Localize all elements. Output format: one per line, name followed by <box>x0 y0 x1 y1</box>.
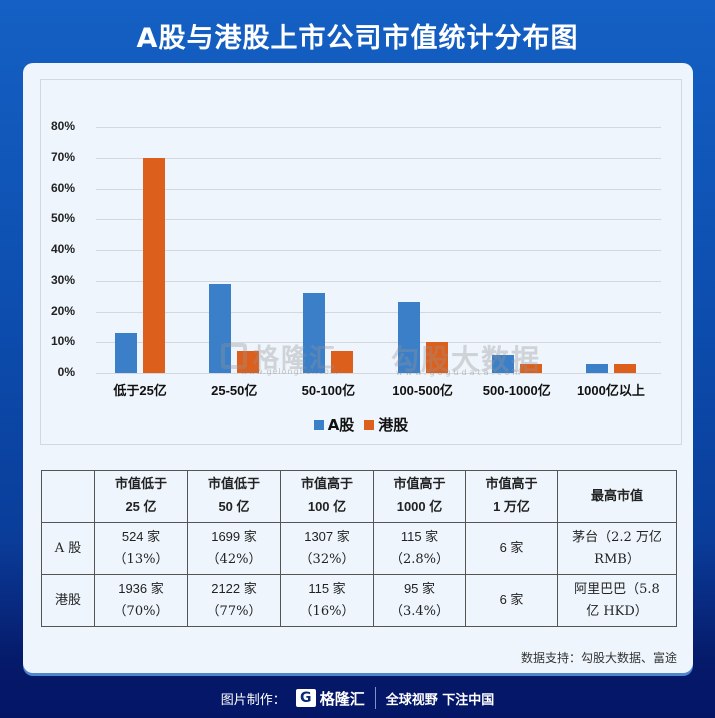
gelonghui-logo-icon: G <box>295 689 316 707</box>
footer-slogan: 全球视野 下注中国 <box>385 692 495 708</box>
bar-a-share <box>303 293 326 373</box>
x-axis-category-label: 500-1000亿 <box>482 383 551 398</box>
gelonghui-watermark-logo <box>221 343 247 369</box>
row-label-a-share: A 股 <box>41 522 95 575</box>
bar-a-share <box>209 283 232 373</box>
y-axis-tick-label: 10% <box>50 334 75 349</box>
table-cell: 524 家（13%） <box>94 522 188 575</box>
bar-a-share <box>397 302 420 373</box>
footer-label: 图片制作： <box>220 692 286 708</box>
gridline <box>96 157 661 159</box>
table-cell: 1307 家（32%） <box>280 522 374 575</box>
y-axis-tick-label: 20% <box>50 303 75 318</box>
footer-brand: 格隆汇 <box>319 689 365 708</box>
bar-hk-share <box>425 342 448 373</box>
gridline <box>96 188 661 190</box>
gridline <box>96 280 661 282</box>
x-axis-category-label: 低于25亿 <box>113 383 167 398</box>
bar-hk-share <box>331 351 354 373</box>
table-header-cell: 最高市值 <box>557 470 677 523</box>
y-axis-tick-label: 30% <box>50 272 75 287</box>
table-header-cell: 市值低于 25 亿 <box>94 470 188 523</box>
table-corner-cell <box>41 470 95 523</box>
legend-item-a-share: A股 <box>313 414 355 435</box>
data-source-note: 数据支持：勾股大数据、富途 <box>520 651 677 665</box>
table-cell: 95 家（3.4%） <box>373 574 466 627</box>
bar-hk-share <box>143 157 166 373</box>
table-header-cell: 市值高于 1 万亿 <box>465 470 558 523</box>
page-title: A股与港股上市公司市值统计分布图 <box>136 23 579 54</box>
footer-credit: 图片制作： G 格隆汇 全球视野 下注中国 <box>0 684 715 712</box>
gogudata-watermark-url: www.gogudata.com <box>396 368 524 377</box>
legend-label-hk-share: 港股 <box>378 416 409 434</box>
table-row: A 股 524 家（13%） 1699 家（42%） 1307 家（32%） 1… <box>41 522 677 575</box>
x-axis-category-label: 1000亿以上 <box>576 383 645 398</box>
y-axis-tick-label: 80% <box>50 119 75 133</box>
table-cell: 1699 家（42%） <box>187 522 281 575</box>
legend-swatch-blue-icon <box>313 419 324 430</box>
market-cap-table: 市值低于 25 亿 市值低于 50 亿 市值高于 100 亿 市值高于 1000 亿 市… <box>41 470 677 627</box>
gridline <box>96 219 661 221</box>
table-cell: 阿里巴巴（5.8 亿 HKD） <box>557 574 677 627</box>
table-header-row: 市值低于 25 亿 市值低于 50 亿 市值高于 100 亿 市值高于 1000 亿 市… <box>41 470 677 523</box>
bar-chart: 0% 10% 20% 30% 40% 50% 60% 70% 80% 低于25亿 25-50亿 50-… <box>40 79 682 445</box>
table-cell: 1936 家（70%） <box>94 574 188 627</box>
bar-a-share <box>491 354 514 373</box>
y-axis-tick-label: 60% <box>50 180 75 195</box>
gelonghui-watermark-url: www.gelonghui.com <box>241 367 339 376</box>
gridline <box>96 250 661 251</box>
table-cell: 6 家 <box>465 574 558 627</box>
table-cell: 6 家 <box>465 522 558 575</box>
y-axis-tick-label: 70% <box>50 149 75 164</box>
gogudata-watermark: 勾股大数据 <box>391 343 542 376</box>
x-axis-category-label: 50-100亿 <box>301 383 356 398</box>
gelonghui-watermark: 格隆汇 <box>253 344 338 374</box>
table-row: 港股 1936 家（70%） 2122 家（77%） 115 家（16%） 95… <box>41 574 677 627</box>
table-cell: 茅台（2.2 万亿 RMB） <box>557 522 677 575</box>
bar-a-share <box>585 363 608 373</box>
table-cell: 115 家（2.8%） <box>373 522 466 575</box>
y-axis-tick-label: 40% <box>50 242 75 256</box>
legend-label-a-share: A股 <box>327 416 355 434</box>
bar-hk-share <box>613 363 636 373</box>
legend-swatch-orange-icon <box>364 419 375 430</box>
y-axis-tick-label: 50% <box>50 211 75 226</box>
gridline <box>96 127 661 128</box>
table-cell: 2122 家（77%） <box>187 574 281 627</box>
row-label-hk-share: 港股 <box>41 574 95 627</box>
table-header-cell: 市值高于 1000 亿 <box>373 470 466 523</box>
bar-hk-share <box>237 351 260 373</box>
gridline <box>96 373 661 374</box>
legend-item-hk-share: 港股 <box>364 414 408 435</box>
gridline <box>96 311 661 313</box>
table-header-cell: 市值高于 100 亿 <box>280 470 374 523</box>
content-card: 0% 10% 20% 30% 40% 50% 60% 70% 80% 低于25亿 25-50亿 50-… <box>23 63 693 673</box>
bar-hk-share <box>519 363 542 373</box>
y-axis-tick-label: 0% <box>57 365 75 379</box>
table-cell: 115 家（16%） <box>280 574 374 627</box>
x-axis-category-label: 100-500亿 <box>392 383 453 398</box>
bar-a-share <box>115 333 138 373</box>
footer-divider <box>374 687 376 709</box>
x-axis-category-label: 25-50亿 <box>211 383 258 398</box>
gridline <box>96 342 661 344</box>
chart-legend: A股 港股 <box>41 414 681 435</box>
table-header-cell: 市值低于 50 亿 <box>187 470 281 523</box>
